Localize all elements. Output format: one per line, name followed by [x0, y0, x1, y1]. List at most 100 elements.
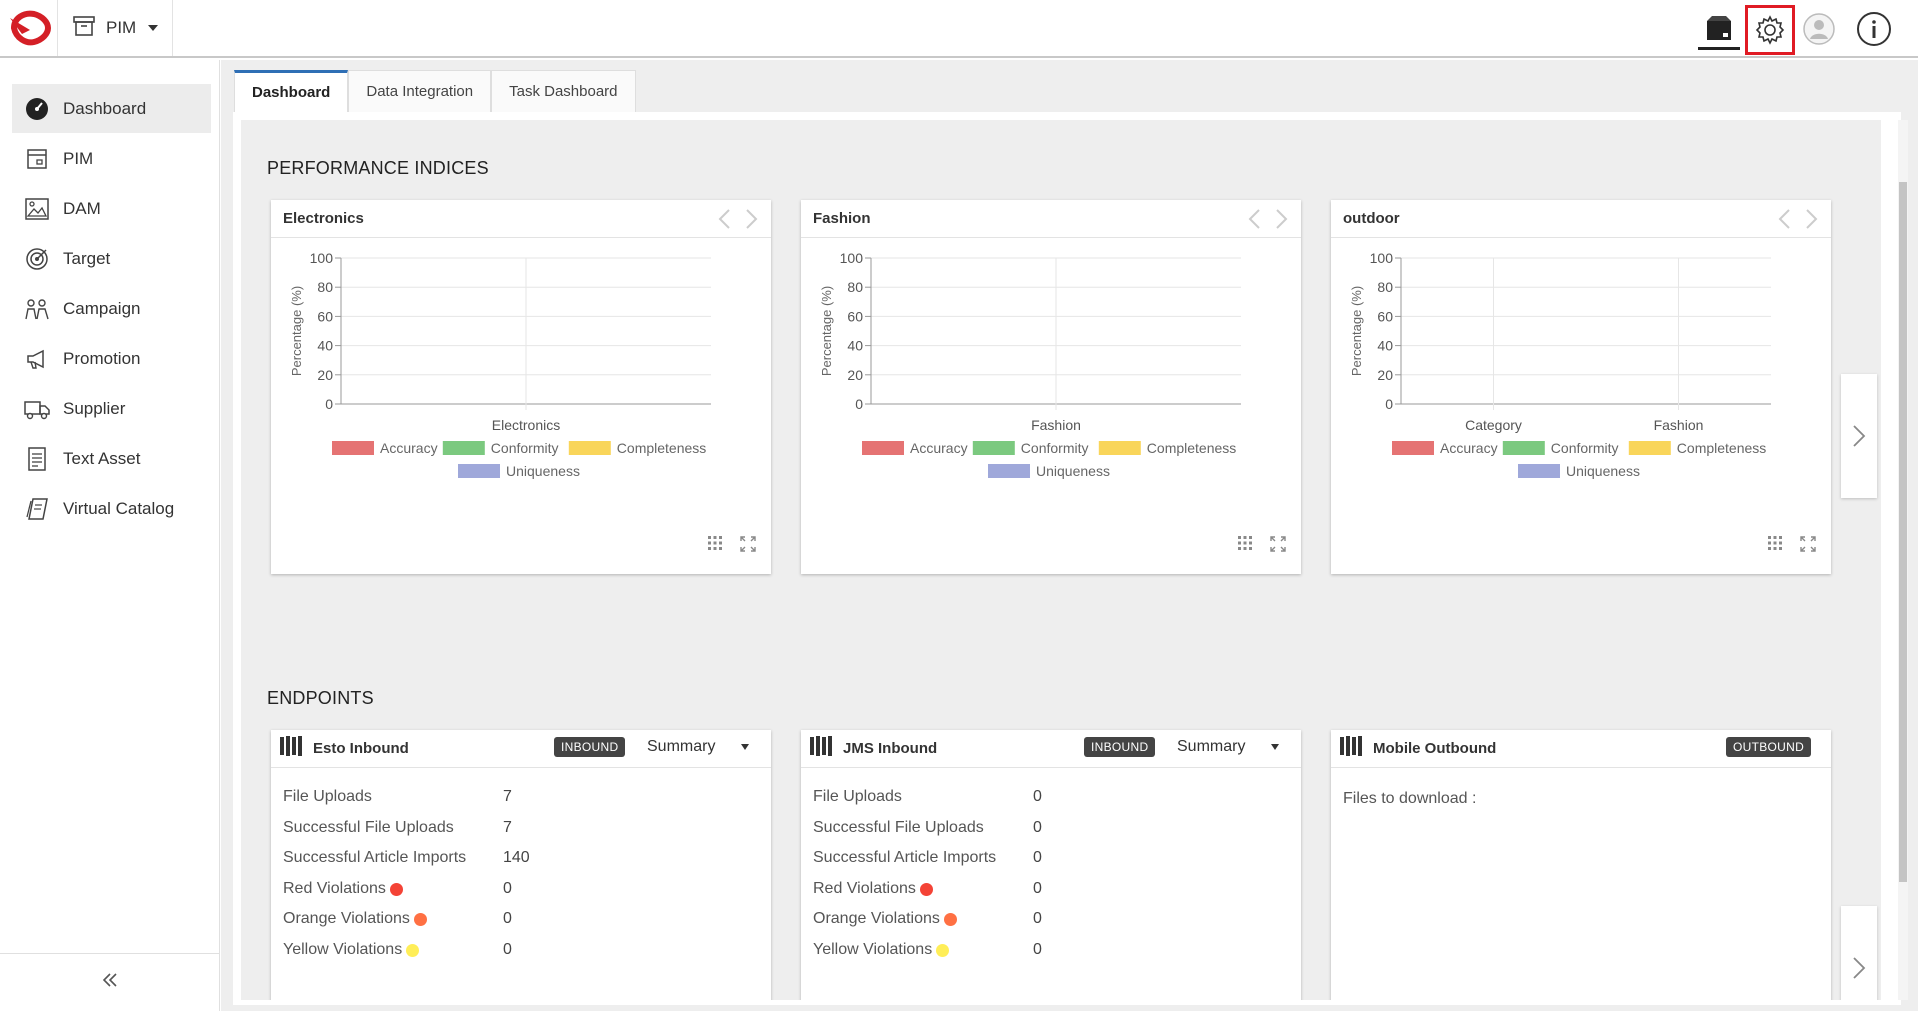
y-tick-label: 60: [847, 308, 863, 324]
chevron-down-icon: [148, 25, 159, 31]
box-icon[interactable]: [1698, 8, 1740, 50]
chevron-right-icon[interactable]: [1805, 208, 1819, 235]
legend-label: Completeness: [1147, 440, 1237, 456]
y-tick-label: 40: [1377, 338, 1393, 354]
vertical-scrollbar[interactable]: [1898, 120, 1908, 1000]
endpoint-card-jms-inbound: JMS Inbound INBOUND Summary File Uploads…: [801, 730, 1301, 1000]
endpoint-card-mobile-outbound: Mobile Outbound OUTBOUND Files to downlo…: [1331, 730, 1831, 1000]
summary-label: Summary: [1177, 738, 1246, 755]
double-chevron-left-icon: [101, 971, 119, 994]
stat-row: Orange Violations 0: [813, 904, 1042, 934]
x-tick-label: Fashion: [1654, 417, 1704, 433]
chevron-down-icon: [1271, 744, 1280, 750]
book-icon: [279, 735, 305, 762]
sidebar-item-label: Promotion: [63, 348, 141, 368]
sidebar-item-text-asset[interactable]: Text Asset: [12, 434, 211, 483]
legend-label: Accuracy: [910, 440, 968, 456]
target-icon: [24, 246, 50, 272]
chevron-down-icon: [741, 744, 750, 750]
header-divider: [57, 0, 58, 56]
megaphone-icon: [24, 346, 50, 372]
legend-swatch: [332, 441, 374, 455]
sidebar-item-campaign[interactable]: Campaign: [12, 284, 211, 333]
chevron-left-icon[interactable]: [717, 208, 731, 235]
collapse-sidebar-button[interactable]: [0, 953, 220, 1011]
legend-label: Conformity: [1021, 440, 1089, 456]
info-icon[interactable]: [1853, 8, 1895, 50]
y-axis-label: Percentage (%): [819, 286, 834, 376]
chevron-left-icon[interactable]: [1247, 208, 1261, 235]
carousel-next-button[interactable]: [1841, 906, 1877, 1000]
sidebar-item-virtual-catalog[interactable]: Virtual Catalog: [12, 484, 211, 533]
y-tick-label: 20: [1377, 367, 1393, 383]
stat-label: Successful File Uploads: [283, 819, 454, 836]
stat-row: Orange Violations 0: [283, 904, 512, 934]
legend-swatch: [568, 441, 611, 455]
endpoint-title: Mobile Outbound: [1373, 740, 1497, 757]
legend-swatch: [458, 464, 500, 478]
stat-label: Yellow Violations: [813, 941, 933, 958]
chevron-left-icon[interactable]: [1777, 208, 1791, 235]
yellow-dot-icon: [406, 943, 420, 957]
stat-row: Successful File Uploads 0: [813, 813, 1042, 843]
endpoint-card-esto-inbound: Esto Inbound INBOUND Summary File Upload…: [271, 730, 771, 1000]
stat-label: Successful Article Imports: [283, 849, 467, 866]
y-tick-label: 80: [847, 279, 863, 295]
grid-icon[interactable]: [1767, 535, 1783, 558]
tab-data-integration[interactable]: Data Integration: [348, 70, 492, 112]
sidebar-item-label: Campaign: [63, 298, 141, 318]
legend-swatch: [1392, 441, 1434, 455]
legend-label: Conformity: [491, 440, 559, 456]
carousel-next-button[interactable]: [1841, 374, 1877, 498]
sidebar-item-supplier[interactable]: Supplier: [12, 384, 211, 433]
app-logo[interactable]: [8, 8, 52, 48]
stat-value: 0: [1033, 788, 1042, 805]
gear-icon[interactable]: [1745, 5, 1795, 55]
header-divider: [172, 0, 173, 56]
chart-card-title: Electronics: [283, 210, 364, 227]
legend-label: Accuracy: [380, 440, 438, 456]
legend-label: Conformity: [1551, 440, 1619, 456]
legend-swatch: [988, 464, 1030, 478]
tab-task-dashboard[interactable]: Task Dashboard: [491, 70, 636, 112]
app-switcher[interactable]: PIM: [72, 14, 159, 42]
legend-label: Uniqueness: [506, 463, 580, 479]
scrollbar-thumb[interactable]: [1899, 182, 1907, 882]
stat-label: Successful Article Imports: [813, 849, 997, 866]
stat-value: 0: [1033, 849, 1042, 866]
grid-icon[interactable]: [1237, 535, 1253, 558]
chevron-right-icon[interactable]: [1275, 208, 1289, 235]
stat-label: Orange Violations: [283, 910, 410, 927]
y-axis-label: Percentage (%): [289, 286, 304, 376]
chart-card-title: Fashion: [813, 210, 871, 227]
expand-icon[interactable]: [1269, 535, 1287, 558]
y-axis-label: Percentage (%): [1349, 286, 1364, 376]
chevron-right-icon[interactable]: [745, 208, 759, 235]
chart-card-fashion: Fashion Percentage (%) 0 20 40 60 80 100 Fashio…: [801, 200, 1301, 574]
speedometer-icon: [24, 96, 50, 122]
stat-row: Successful Article Imports 140: [283, 843, 530, 873]
legend-swatch: [1518, 464, 1560, 478]
stat-value: 0: [503, 941, 512, 958]
sidebar: Dashboard PIM DAM Target Campaign Promot…: [0, 60, 220, 1011]
grid-icon[interactable]: [707, 535, 723, 558]
sidebar-item-promotion[interactable]: Promotion: [12, 334, 211, 383]
expand-icon[interactable]: [739, 535, 757, 558]
sidebar-item-dashboard[interactable]: Dashboard: [12, 84, 211, 133]
tab-dashboard[interactable]: Dashboard: [234, 70, 349, 112]
y-tick-label: 100: [1370, 250, 1394, 266]
legend-swatch: [862, 441, 904, 455]
legend-label: Completeness: [1677, 440, 1767, 456]
expand-icon[interactable]: [1799, 535, 1817, 558]
stat-row: File Uploads 0: [813, 782, 1042, 812]
user-icon[interactable]: [1798, 8, 1840, 50]
summary-dropdown[interactable]: Summary: [647, 738, 750, 756]
legend-swatch: [972, 441, 1015, 455]
sidebar-item-label: Supplier: [63, 398, 126, 418]
red-dot-icon: [389, 882, 403, 896]
chart-card-electronics: Electronics Percentage (%) 0 20 40 60 80 100 El…: [271, 200, 771, 574]
sidebar-item-target[interactable]: Target: [12, 234, 211, 283]
summary-dropdown[interactable]: Summary: [1177, 738, 1280, 756]
sidebar-item-dam[interactable]: DAM: [12, 184, 211, 233]
sidebar-item-pim[interactable]: PIM: [12, 134, 211, 183]
